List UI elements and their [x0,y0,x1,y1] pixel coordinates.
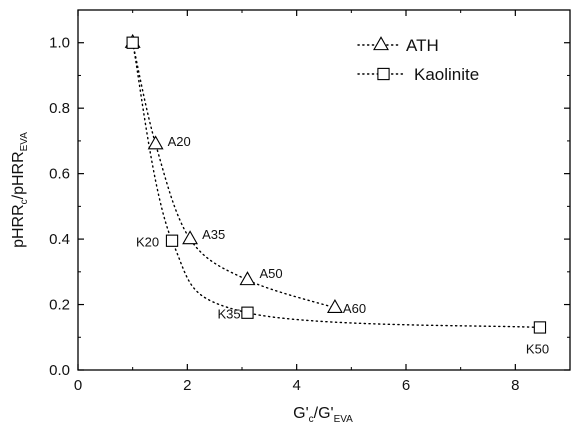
x-axis-title-mid: /G' [314,405,334,422]
y-tick-label: 0.4 [49,231,70,248]
x-axis-title: G'c/G'EVA [293,405,353,425]
series-line-kaolinite [131,42,541,329]
triangle-marker [239,271,256,286]
x-axis-title-sub2: EVA [334,414,354,425]
point-label: A60 [343,301,366,316]
axis-ticks: 0 2 4 6 8 0.0 0.2 0.4 0.6 0.8 1.0 [49,9,570,394]
y-axis-title: pHRRc/pHRREVA [10,132,30,248]
y-axis-title-mid: /pHRR [10,151,27,199]
y-tick-label: 0.2 [49,297,70,314]
square-marker [241,306,254,319]
point-label: K20 [136,235,159,250]
square-marker [126,36,139,49]
plot-area-border [77,9,571,371]
legend-label-ath: ATH [406,36,439,55]
y-tick-label: 0.0 [49,362,70,379]
point-label: K50 [526,341,549,356]
point-labels: A20 A35 A50 A60 K20 K35 K50 [136,134,549,356]
point-label: A35 [202,227,225,242]
triangle-marker [182,230,199,245]
x-tick-label: 0 [74,377,82,394]
x-tick-label: 4 [292,377,300,394]
x-tick-label: 2 [183,377,191,394]
y-axis-title-sub1: c [19,199,30,204]
square-marker [533,321,547,334]
y-axis-title-sub2: EVA [19,132,30,152]
plot-frame [77,9,571,371]
point-label: A20 [168,134,191,149]
point-label: A50 [259,266,282,281]
x-axis-title-base: G' [293,405,309,422]
x-tick-label: 8 [511,377,519,394]
y-tick-label: 0.8 [49,100,70,117]
point-label: K35 [217,307,240,322]
square-marker [165,234,179,247]
legend: ATH Kaolinite [357,36,479,84]
y-tick-label: 0.6 [49,166,70,183]
legend-label-kaolinite: Kaolinite [414,65,479,84]
x-axis-title-sub1: c [309,414,314,425]
y-tick-label: 1.0 [49,35,70,52]
x-tick-label: 6 [402,377,410,394]
series-line-ath [131,42,336,309]
series-curves [131,42,541,329]
triangle-marker [147,135,164,150]
triangle-marker [326,299,343,313]
series-markers [124,33,547,334]
legend-square-marker [377,67,390,81]
legend-triangle-marker [373,36,389,51]
y-axis-title-base: pHRR [10,204,27,248]
